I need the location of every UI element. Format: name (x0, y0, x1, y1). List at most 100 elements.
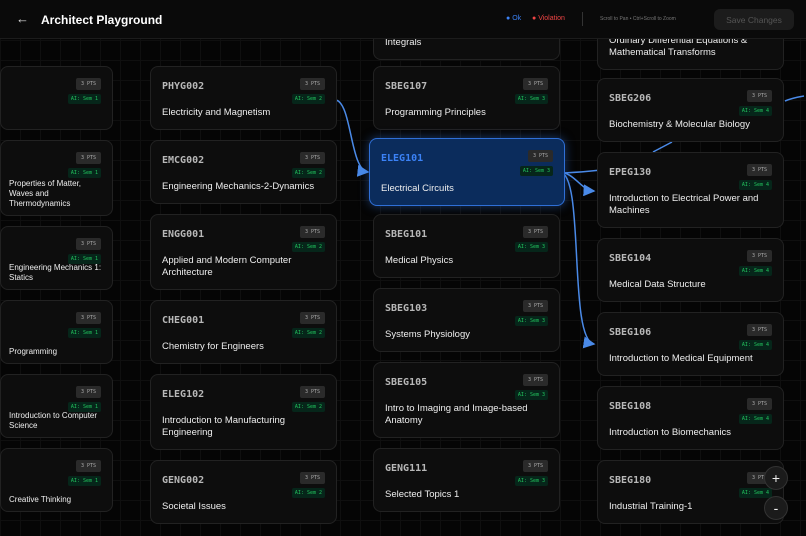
course-title: Electricity and Magnetism (162, 107, 271, 118)
course-card[interactable]: 3 PTS AI: Sem 1 Engineering Mechanics 1: S… (0, 226, 113, 290)
course-title: Engineering Mechanics 1: Statics (9, 263, 102, 282)
course-card[interactable]: 3 PTS AI: Sem 1 (0, 66, 113, 130)
course-card[interactable]: 3 PTS AI: Sem 1 Properties of Matter, Wave… (0, 140, 113, 216)
ai-semester-badge: AI: Sem 4 (738, 266, 772, 276)
points-badge: 3 PTS (75, 238, 101, 250)
ai-semester-badge: AI: Sem 4 (738, 106, 772, 116)
course-title: Properties of Matter, Waves and Thermody… (9, 179, 82, 208)
points-badge: 3 PTS (527, 150, 553, 162)
course-card[interactable]: SBEG105 3 PTS AI: Sem 3 Intro to Imaging an… (373, 362, 560, 438)
course-code: ELEG102 (162, 389, 205, 400)
arrow-left-icon[interactable]: ← (16, 11, 29, 26)
course-title: Medical Data Structure (609, 279, 706, 290)
course-card[interactable]: EPEG130 3 PTS AI: Sem 4 Introduction to Ele… (597, 152, 784, 228)
points-badge: 3 PTS (522, 460, 548, 472)
course-title: Introduction to Biomechanics (609, 427, 731, 438)
points-badge: 3 PTS (75, 460, 101, 472)
points-badge: 3 PTS (746, 250, 772, 262)
edge-sbeg206-offscreen (784, 95, 805, 102)
course-card[interactable]: SBEG101 3 PTS AI: Sem 3 Medical Physics (373, 214, 560, 278)
course-card[interactable]: ELEG101 3 PTS AI: Sem 3 Electrical Circuits (369, 138, 565, 206)
ai-semester-badge: AI: Sem 1 (67, 254, 101, 264)
course-title: Medical Physics (385, 255, 454, 266)
course-card[interactable]: ELEG102 3 PTS AI: Sem 2 Introduction to Man… (150, 374, 337, 450)
page-title: Architect Playground (41, 13, 163, 27)
zoom-in-button[interactable]: + (764, 466, 788, 490)
legend-ok-label: Ok (512, 15, 522, 22)
course-card[interactable]: GENG002 3 PTS AI: Sem 2 Societal Issues (150, 460, 337, 524)
points-badge: 3 PTS (75, 152, 101, 164)
points-badge: 3 PTS (299, 472, 325, 484)
points-badge: 3 PTS (299, 152, 325, 164)
course-code: EPEG130 (609, 167, 652, 178)
course-title: Societal Issues (162, 501, 226, 512)
ai-semester-badge: AI: Sem 3 (514, 316, 548, 326)
ai-semester-badge: AI: Sem 2 (291, 402, 325, 412)
ai-semester-badge: AI: Sem 3 (514, 476, 548, 486)
edge-phyg002-eleg101 (335, 99, 370, 177)
course-title: Introduction to Electrical Power and Mac… (609, 193, 759, 216)
course-card[interactable]: GENG111 3 PTS AI: Sem 3 Selected Topics 1 (373, 448, 560, 512)
course-card[interactable]: SBEG104 3 PTS AI: Sem 4 Medical Data Struct… (597, 238, 784, 302)
course-code: EMCG002 (162, 155, 205, 166)
course-card[interactable]: 3 PTS AI: Sem 1 Programming (0, 300, 113, 364)
course-title: Electrical Circuits (381, 183, 454, 194)
ai-semester-badge: AI: Sem 4 (738, 180, 772, 190)
course-title: Intro to Imaging and Image-based Anatomy (385, 403, 528, 426)
course-code: SBEG107 (385, 81, 428, 92)
points-badge: 3 PTS (746, 164, 772, 176)
ai-semester-badge: AI: Sem 1 (67, 402, 101, 412)
course-card[interactable]: SBEG107 3 PTS AI: Sem 3 Programming Princip… (373, 66, 560, 130)
course-card[interactable]: ENGG001 3 PTS AI: Sem 2 Applied and Modern … (150, 214, 337, 290)
points-badge: 3 PTS (75, 78, 101, 90)
points-badge: 3 PTS (522, 374, 548, 386)
points-badge: 3 PTS (522, 300, 548, 312)
course-card[interactable]: SBEG108 3 PTS AI: Sem 4 Introduction to Bio… (597, 386, 784, 450)
save-changes-button[interactable]: Save Changes (714, 9, 794, 30)
course-code: SBEG105 (385, 377, 428, 388)
course-card[interactable]: SBEG106 3 PTS AI: Sem 4 Introduction to Med… (597, 312, 784, 376)
ai-semester-badge: AI: Sem 1 (67, 328, 101, 338)
course-card[interactable]: 3 PTS AI: Sem 1 Introduction to Computer S… (0, 374, 113, 438)
course-code: SBEG180 (609, 475, 652, 486)
ai-semester-badge: AI: Sem 4 (738, 414, 772, 424)
course-title: Programming Principles (385, 107, 486, 118)
course-card[interactable]: PHYG002 3 PTS AI: Sem 2 Electricity and Mag… (150, 66, 337, 130)
ai-semester-badge: AI: Sem 1 (67, 476, 101, 486)
ai-semester-badge: AI: Sem 3 (519, 166, 553, 176)
course-code: SBEG101 (385, 229, 428, 240)
ai-semester-badge: AI: Sem 1 (67, 168, 101, 178)
course-card[interactable]: EMCG002 3 PTS AI: Sem 2 Engineering Mechani… (150, 140, 337, 204)
ai-semester-badge: AI: Sem 3 (514, 390, 548, 400)
course-card[interactable]: SBEG103 3 PTS AI: Sem 3 Systems Physiology (373, 288, 560, 352)
top-bar: ← Architect Playground ● Ok ● Violation … (0, 0, 806, 39)
zoom-out-button[interactable]: - (764, 496, 788, 520)
ai-semester-badge: AI: Sem 2 (291, 242, 325, 252)
course-card[interactable]: SBEG206 3 PTS AI: Sem 4 Biochemistry & Mole… (597, 78, 784, 142)
points-badge: 3 PTS (522, 226, 548, 238)
course-title: Industrial Training-1 (609, 501, 693, 512)
ai-semester-badge: AI: Sem 3 (514, 242, 548, 252)
ai-semester-badge: AI: Sem 4 (738, 488, 772, 498)
ai-semester-badge: AI: Sem 4 (738, 340, 772, 350)
points-badge: 3 PTS (75, 312, 101, 324)
legend-violation: ● Violation (532, 15, 565, 22)
points-badge: 3 PTS (522, 78, 548, 90)
course-code: GENG002 (162, 475, 205, 486)
ai-semester-badge: AI: Sem 3 (514, 94, 548, 104)
course-code: ENGG001 (162, 229, 205, 240)
course-card[interactable]: 3 PTS AI: Sem 1 Creative Thinking (0, 448, 113, 512)
points-badge: 3 PTS (746, 324, 772, 336)
course-card[interactable]: CHEG001 3 PTS AI: Sem 2 Chemistry for Engin… (150, 300, 337, 364)
points-badge: 3 PTS (299, 386, 325, 398)
ai-semester-badge: AI: Sem 2 (291, 168, 325, 178)
course-card[interactable]: SBEG180 3 PTS AI: Sem 4 Industrial Training… (597, 460, 784, 524)
course-code: ELEG101 (381, 153, 424, 164)
course-title: Biochemistry & Molecular Biology (609, 119, 750, 130)
edge-eleg101-sbeg106 (559, 171, 596, 349)
course-title: Chemistry for Engineers (162, 341, 264, 352)
course-title: Programming (9, 347, 58, 356)
points-badge: 3 PTS (299, 78, 325, 90)
legend-violation-label: Violation (538, 15, 565, 22)
